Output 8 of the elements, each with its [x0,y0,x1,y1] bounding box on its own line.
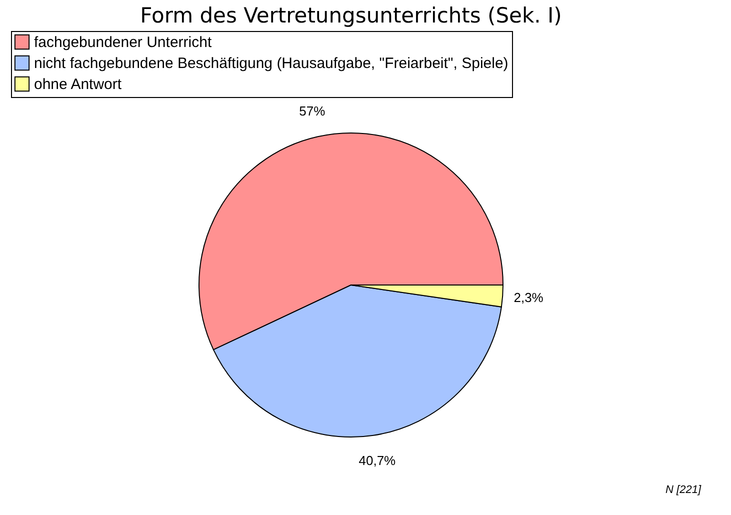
chart-title: Form des Vertretungsunterrichts (Sek. I) [140,4,562,28]
legend-label: nicht fachgebundene Beschäftigung (Hausaufgabe, "Freiarbeit", Spiele) [34,55,508,72]
text: N [221] [666,484,701,496]
data-label: 57% [299,103,326,118]
data-label: 40,7% [358,453,396,468]
legend-label: fachgebundener Unterricht [34,34,212,51]
legend-label: ohne Antwort [34,76,122,93]
data-label: 2,3% [514,290,544,305]
